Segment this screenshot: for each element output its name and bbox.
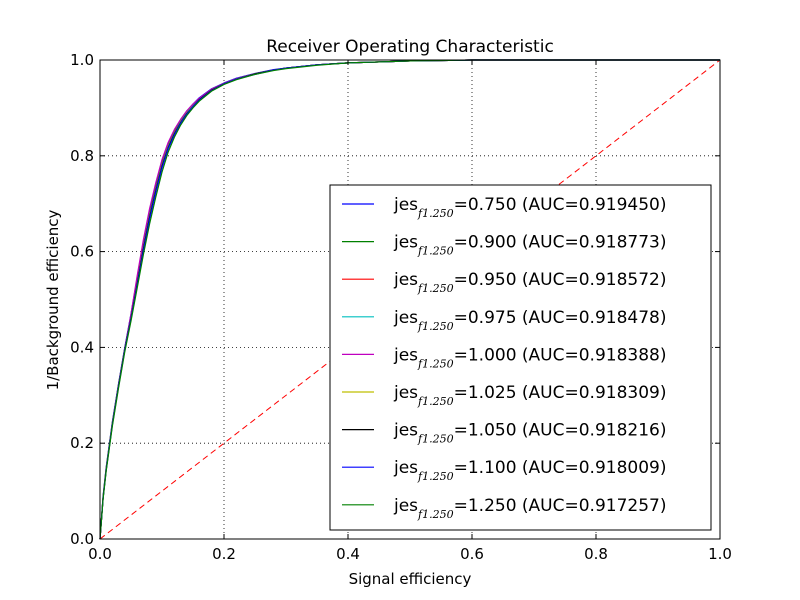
x-tick-label: 0.2 (212, 545, 236, 563)
legend: jesf1.250=0.750 (AUC=0.919450) jesf1.250=… (329, 184, 712, 531)
legend-entry: jesf1.250=1.000 (AUC=0.918388) (393, 345, 667, 370)
series-line-8 (99, 59, 720, 540)
y-axis-label: 1/Background efficiency (44, 209, 62, 390)
x-tick-label: 0.4 (336, 545, 360, 563)
y-tick-label: 1.0 (70, 51, 94, 69)
legend-entry: jesf1.250=0.950 (AUC=0.918572) (393, 270, 667, 295)
axis-ticks: 0.0 0.2 0.4 0.6 0.8 1.0 0.0 0.2 0.4 0.6 0.8 1.0 (70, 51, 732, 563)
x-tick-label: 1.0 (708, 545, 732, 563)
legend-entry: jesf1.250=1.050 (AUC=0.918216) (393, 421, 667, 446)
plot-frame (99, 59, 721, 540)
legend-entry: jesf1.250=0.975 (AUC=0.918478) (393, 308, 667, 333)
y-tick-label: 0.6 (70, 243, 94, 261)
legend-entry: jesf1.250=0.750 (AUC=0.919450) (393, 195, 667, 220)
y-tick-label: 0.2 (70, 434, 94, 452)
x-tick-label: 0.0 (88, 545, 112, 563)
y-tick-label: 0.0 (70, 530, 94, 548)
y-tick-label: 0.4 (70, 338, 94, 356)
legend-entry: jesf1.250=1.250 (AUC=0.917257) (393, 496, 667, 521)
legend-box (329, 184, 712, 531)
roc-curves (99, 59, 720, 540)
legend-entry: jesf1.250=0.900 (AUC=0.918773) (393, 233, 667, 258)
x-axis-label: Signal efficiency (349, 570, 472, 588)
chart-title: Receiver Operating Characteristic (266, 37, 554, 57)
x-tick-label: 0.8 (584, 545, 608, 563)
legend-entry: jesf1.250=1.100 (AUC=0.918009) (393, 458, 667, 483)
y-tick-label: 0.8 (70, 147, 94, 165)
legend-entry: jesf1.250=1.025 (AUC=0.918309) (393, 383, 667, 408)
x-tick-label: 0.6 (460, 545, 484, 563)
